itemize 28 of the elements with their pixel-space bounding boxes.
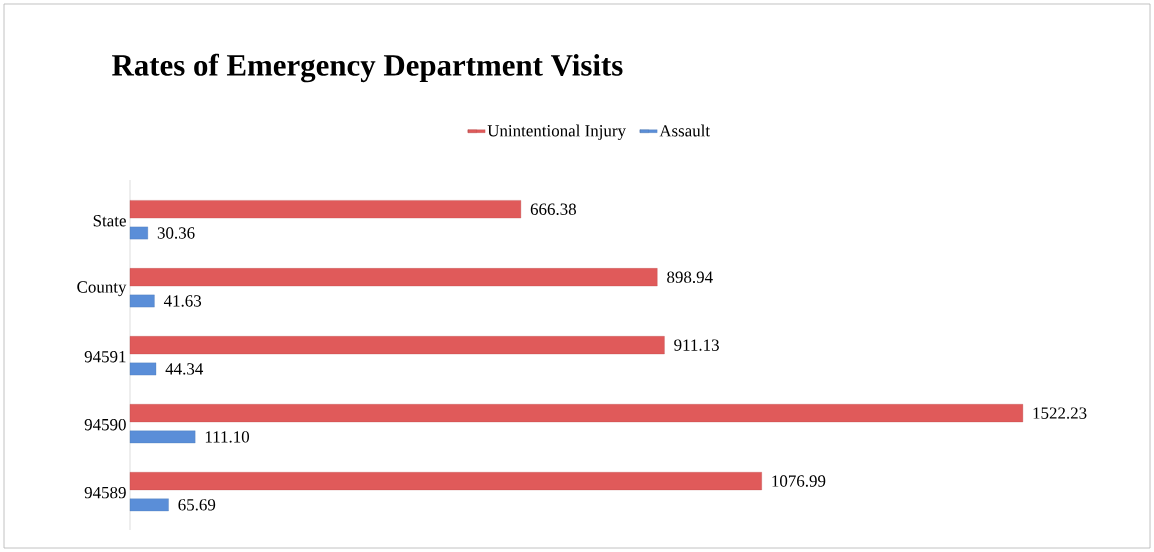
bar: [129, 472, 762, 491]
bar: [129, 294, 155, 308]
bar: [129, 362, 157, 376]
data-label: 65.69: [178, 499, 216, 511]
bar: [129, 200, 522, 219]
bar: [129, 498, 169, 512]
data-label: 41.63: [163, 295, 202, 307]
data-label: 111.10: [205, 431, 250, 443]
data-label: 1522.23: [1033, 407, 1087, 419]
y-tick-label: 94589: [84, 486, 126, 499]
y-tick-label: County: [77, 281, 127, 297]
chart-title: Rates of Emergency Department Visits: [112, 53, 623, 83]
data-label: 898.94: [667, 271, 713, 283]
legend-label: Unintentional Injury: [487, 124, 626, 140]
data-label: 666.38: [530, 203, 576, 215]
bar: [129, 430, 196, 444]
data-label: 1076.99: [772, 475, 826, 487]
data-label: 911.13: [674, 339, 719, 351]
data-label: 30.36: [157, 227, 195, 239]
bar: [129, 404, 1024, 423]
bar: [129, 268, 658, 287]
data-label: 44.34: [165, 363, 204, 375]
legend-label: Assault: [659, 124, 710, 137]
bar: [129, 226, 148, 240]
bar: [129, 336, 665, 355]
y-tick-label: State: [93, 215, 126, 227]
y-tick-label: 94590: [84, 418, 126, 431]
y-tick-label: 94591: [84, 351, 126, 363]
